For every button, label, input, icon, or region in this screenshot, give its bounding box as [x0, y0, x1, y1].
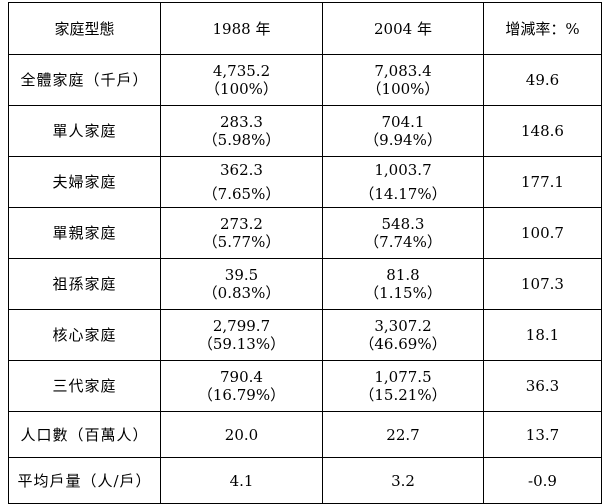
value-2004-cell: 3,307.2 （46.69%） — [322, 309, 484, 361]
value-2004-cell: 548.3 （7.74%） — [322, 207, 484, 259]
value-2004: 1,003.7 — [374, 161, 432, 179]
value-1988: 39.5 — [224, 266, 259, 284]
percent-2004: （14.17%） — [359, 185, 447, 203]
value-1988-cell: 362.3 （7.65%） — [160, 156, 323, 208]
percent-2004: （46.69%） — [359, 335, 447, 353]
value-1988: 283.3 — [220, 113, 263, 131]
header-household-type: 家庭型態 — [8, 2, 161, 55]
value-2004: 3.2 — [322, 457, 484, 504]
table-row: 夫婦家庭 362.3 （7.65%） 1,003.7 （14.17%） 177.… — [8, 156, 602, 208]
value-2004-cell: 81.8 （1.15%） — [322, 258, 484, 310]
household-structure-table: 家庭型態 1988 年 2004 年 增減率：% 全體家庭（千戶） 4,735.… — [8, 2, 602, 504]
value-1988: 790.4 — [220, 368, 263, 386]
table-row: 全體家庭（千戶） 4,735.2 （100%） 7,083.4 （100%） 4… — [8, 54, 602, 106]
value-1988-cell: 4,735.2 （100%） — [160, 54, 323, 106]
value-1988: 4.1 — [160, 457, 323, 504]
percent-2004: （15.21%） — [359, 386, 447, 404]
row-label: 核心家庭 — [8, 309, 161, 361]
value-1988-cell: 273.2 （5.77%） — [160, 207, 323, 259]
value-2004: 22.7 — [322, 411, 484, 458]
value-1988-cell: 2,799.7 （59.13%） — [160, 309, 323, 361]
percent-1988: （7.65%） — [202, 185, 281, 203]
header-2004: 2004 年 — [322, 2, 484, 55]
change-rate: 18.1 — [483, 309, 602, 361]
change-rate: 107.3 — [483, 258, 602, 310]
percent-1988: （16.79%） — [197, 386, 286, 404]
value-2004: 548.3 — [381, 215, 425, 233]
row-label: 三代家庭 — [8, 360, 161, 412]
table-header-row: 家庭型態 1988 年 2004 年 增減率：% — [8, 2, 602, 55]
percent-2004: （7.74%） — [364, 233, 442, 251]
table-row: 三代家庭 790.4 （16.79%） 1,077.5 （15.21%） 36.… — [8, 360, 602, 412]
value-2004-cell: 1,077.5 （15.21%） — [322, 360, 484, 412]
percent-1988: （59.13%） — [197, 335, 286, 353]
row-label: 單人家庭 — [8, 105, 161, 157]
change-rate: 36.3 — [483, 360, 602, 412]
table-row: 核心家庭 2,799.7 （59.13%） 3,307.2 （46.69%） 1… — [8, 309, 602, 361]
table-row: 祖孫家庭 39.5 （0.83%） 81.8 （1.15%） 107.3 — [8, 258, 602, 310]
change-rate: -0.9 — [483, 457, 602, 504]
header-1988: 1988 年 — [160, 2, 323, 55]
percent-1988: （100%） — [205, 80, 278, 98]
table-row: 平均戶量（人/戶） 4.1 3.2 -0.9 — [8, 457, 602, 504]
row-label: 人口數（百萬人） — [8, 411, 161, 458]
percent-1988: （5.77%） — [202, 233, 281, 251]
value-1988-cell: 790.4 （16.79%） — [160, 360, 323, 412]
row-label: 夫婦家庭 — [8, 156, 161, 208]
change-rate: 177.1 — [483, 156, 602, 208]
value-2004: 3,307.2 — [374, 317, 432, 335]
value-1988: 4,735.2 — [212, 62, 271, 80]
table-row: 人口數（百萬人） 20.0 22.7 13.7 — [8, 411, 602, 458]
value-1988-cell: 39.5 （0.83%） — [160, 258, 323, 310]
value-1988-cell: 283.3 （5.98%） — [160, 105, 323, 157]
change-rate: 13.7 — [483, 411, 602, 458]
table-row: 單人家庭 283.3 （5.98%） 704.1 （9.94%） 148.6 — [8, 105, 602, 157]
value-2004: 7,083.4 — [374, 62, 432, 80]
value-1988: 362.3 — [220, 161, 263, 179]
value-1988: 273.2 — [220, 215, 263, 233]
value-1988: 20.0 — [160, 411, 323, 458]
value-2004-cell: 7,083.4 （100%） — [322, 54, 484, 106]
row-label: 單親家庭 — [8, 207, 161, 259]
row-label: 祖孫家庭 — [8, 258, 161, 310]
value-2004-cell: 704.1 （9.94%） — [322, 105, 484, 157]
row-label: 全體家庭（千戶） — [8, 54, 161, 106]
change-rate: 49.6 — [483, 54, 602, 106]
value-2004: 704.1 — [381, 113, 425, 131]
percent-2004: （1.15%） — [364, 284, 442, 302]
table-row: 單親家庭 273.2 （5.77%） 548.3 （7.74%） 100.7 — [8, 207, 602, 259]
change-rate: 100.7 — [483, 207, 602, 259]
value-2004-cell: 1,003.7 （14.17%） — [322, 156, 484, 208]
percent-2004: （100%） — [366, 80, 440, 98]
value-2004: 1,077.5 — [374, 368, 432, 386]
percent-2004: （9.94%） — [364, 131, 442, 149]
change-rate: 148.6 — [483, 105, 602, 157]
percent-1988: （5.98%） — [202, 131, 281, 149]
value-1988: 2,799.7 — [212, 317, 271, 335]
header-change-rate: 增減率：% — [483, 2, 602, 55]
percent-1988: （0.83%） — [202, 284, 281, 302]
row-label: 平均戶量（人/戶） — [8, 457, 161, 504]
value-2004: 81.8 — [386, 266, 420, 284]
